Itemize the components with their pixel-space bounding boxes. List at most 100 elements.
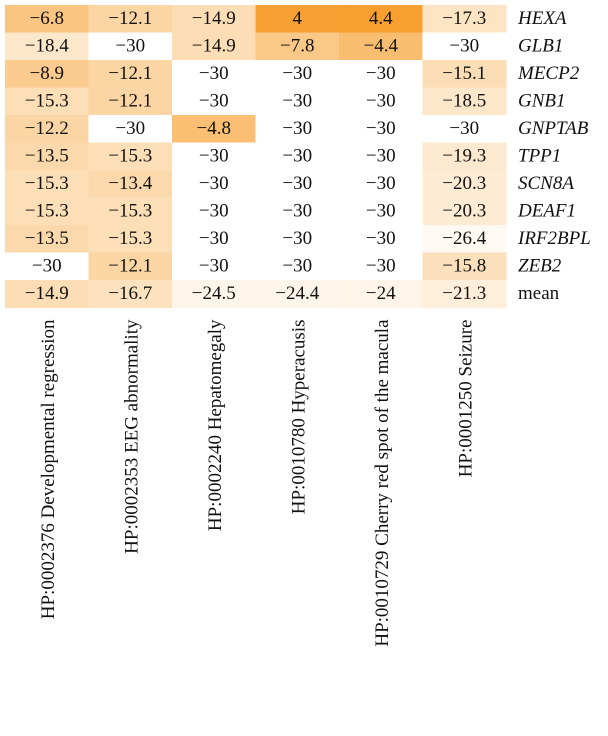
heatmap-cell-deaf1-2 — [88, 197, 173, 226]
heatmap-cell-gnb1-2 — [88, 87, 173, 116]
cell-value: −30 — [282, 173, 312, 194]
cell-value: −30 — [449, 36, 479, 57]
heatmap-cell-mecp2-4 — [255, 60, 340, 89]
cell-value: −30 — [366, 201, 396, 222]
heatmap-cell-mean-2 — [88, 280, 173, 309]
cell-value: −14.9 — [192, 36, 236, 57]
cell-value: −30 — [366, 118, 396, 139]
cell-value: −15.3 — [108, 201, 152, 222]
cell-value: −4.4 — [364, 36, 399, 57]
row-label-irf2bpl: IRF2BPL — [517, 228, 591, 249]
heatmap-cell-scn8a-6 — [422, 170, 507, 199]
heatmap-cells: −6.8 −12.1 −14.9 4 4.4 −17.3 −18.4 −30 −14.9 −7.8… — [5, 5, 507, 309]
column-label-3: HP:0002240 Hepatomegaly — [205, 319, 226, 531]
column-label-5: HP:0010729 Cherry red spot of the macula — [372, 319, 393, 647]
heatmap-cell-gnb1-6 — [422, 87, 507, 116]
cell-value: −18.4 — [25, 36, 69, 57]
heatmap-cell-gnptab-4 — [255, 115, 340, 144]
row-label-mean: mean — [518, 283, 560, 304]
cell-value: −4.8 — [197, 118, 231, 139]
heatmap-cell-hexa-3 — [172, 5, 257, 34]
heatmap-cell-deaf1-6 — [422, 197, 507, 226]
row-label-gnptab: GNPTAB — [518, 118, 589, 139]
cell-value: −6.8 — [30, 8, 64, 29]
cell-value: −13.5 — [25, 146, 69, 167]
heatmap-cell-irf2bpl-4 — [255, 225, 340, 254]
cell-value: −15.3 — [25, 173, 69, 194]
heatmap-cell-tpp1-3 — [172, 142, 257, 171]
cell-value: −30 — [366, 63, 396, 84]
cell-value: −12.1 — [108, 63, 152, 84]
heatmap-cell-irf2bpl-3 — [172, 225, 257, 254]
cell-value: −12.1 — [108, 91, 152, 112]
heatmap-cell-scn8a-4 — [255, 170, 340, 199]
column-label-6: HP:0001250 Seizure — [455, 320, 476, 478]
cell-value: −30 — [282, 201, 312, 222]
cell-value: −17.3 — [442, 8, 486, 29]
heatmap-cell-hexa-4 — [255, 5, 340, 34]
heatmap-cell-tpp1-5 — [339, 142, 424, 171]
cell-value: −15.3 — [25, 201, 69, 222]
cell-value: 4 — [293, 8, 303, 29]
row-label-gnb1: GNB1 — [518, 91, 566, 112]
cell-value: −30 — [199, 91, 229, 112]
cell-value: −30 — [199, 256, 229, 277]
cell-value: −30 — [282, 228, 312, 249]
heatmap-cell-irf2bpl-2 — [88, 225, 173, 254]
heatmap-cell-irf2bpl-5 — [339, 225, 424, 254]
heatmap-cell-mean-5 — [339, 280, 424, 309]
heatmap-cell-hexa-6 — [422, 5, 507, 34]
cell-value: −8.9 — [30, 63, 64, 84]
heatmap-cell-zeb2-1 — [5, 252, 90, 281]
cell-value: −30 — [449, 118, 479, 139]
row-label-deaf1: DEAF1 — [517, 201, 576, 222]
cell-value: −12.2 — [25, 118, 69, 139]
cell-value: −30 — [282, 63, 312, 84]
row-label-scn8a: SCN8A — [518, 173, 574, 194]
heatmap-cell-irf2bpl-1 — [5, 225, 90, 254]
heatmap-cell-scn8a-1 — [5, 170, 90, 199]
heatmap-cell-mecp2-6 — [422, 60, 507, 89]
heatmap-cell-glb1-3 — [172, 32, 257, 61]
heatmap-cell-gnptab-6 — [422, 115, 507, 144]
cell-value: −30 — [366, 256, 396, 277]
column-label-4: HP:0010780 Hyperacusis — [288, 320, 309, 515]
cell-value: −30 — [282, 91, 312, 112]
cell-value: −20.3 — [442, 201, 486, 222]
heatmap-cell-tpp1-4 — [255, 142, 340, 171]
column-label-2: HP:0002353 EEG abnormality — [121, 319, 142, 554]
heatmap-cell-gnb1-5 — [339, 87, 424, 116]
heatmap-cell-mean-6 — [422, 280, 507, 309]
heatmap-cell-gnb1-4 — [255, 87, 340, 116]
heatmap-cell-gnptab-3 — [172, 115, 257, 144]
cell-value: −24 — [366, 283, 396, 304]
heatmap-cell-glb1-6 — [422, 32, 507, 61]
cell-value: −30 — [366, 228, 396, 249]
heatmap-cell-hexa-1 — [5, 5, 90, 34]
row-label-zeb2: ZEB2 — [518, 256, 562, 277]
cell-value: −12.1 — [108, 8, 152, 29]
column-label-1: HP:0002376 Developmental regression — [38, 319, 59, 619]
heatmap-cell-scn8a-3 — [172, 170, 257, 199]
heatmap-cell-mean-1 — [5, 280, 90, 309]
heatmap-cell-hexa-2 — [88, 5, 173, 34]
heatmap-cell-mecp2-2 — [88, 60, 173, 89]
heatmap-cell-deaf1-4 — [255, 197, 340, 226]
cell-value: −30 — [366, 146, 396, 167]
cell-value: −30 — [199, 63, 229, 84]
cell-value: −20.3 — [442, 173, 486, 194]
heatmap-cell-mecp2-3 — [172, 60, 257, 89]
cell-value: −26.4 — [442, 228, 486, 249]
heatmap-cell-hexa-5 — [339, 5, 424, 34]
cell-value: −24.5 — [192, 283, 236, 304]
heatmap-cell-tpp1-2 — [88, 142, 173, 171]
cell-value: −15.1 — [442, 63, 486, 84]
row-label-hexa: HEXA — [517, 8, 567, 29]
heatmap-cell-tpp1-6 — [422, 142, 507, 171]
cell-value: −30 — [199, 228, 229, 249]
cell-value: −12.1 — [108, 256, 152, 277]
row-label-glb1: GLB1 — [518, 36, 563, 57]
heatmap-cell-gnb1-1 — [5, 87, 90, 116]
row-labels: HEXA GLB1 MECP2 GNB1 GNPTAB TPP1 SCN8A DEAF1 IRF… — [517, 8, 591, 304]
